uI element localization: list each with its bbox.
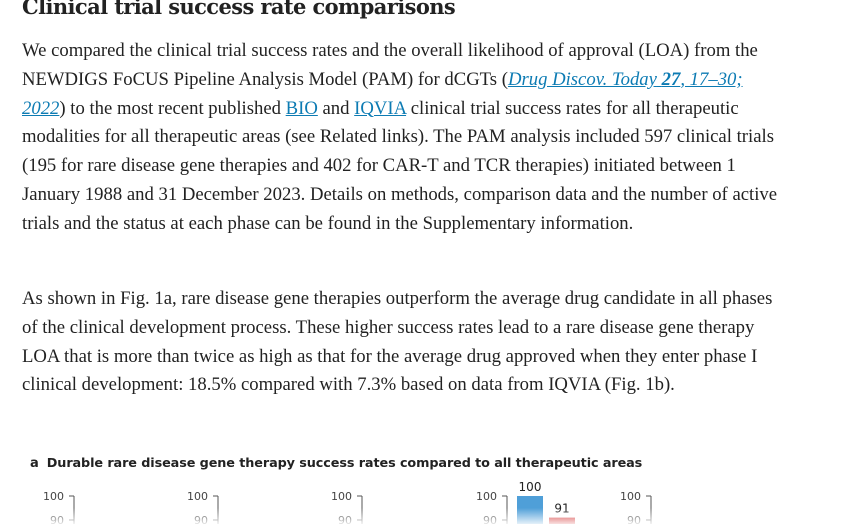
- paragraph-results: As shown in Fig. 1a, rare disease gene t…: [22, 288, 773, 396]
- paragraph-methods: We compared the clinical trial success r…: [22, 37, 782, 239]
- paragraph-text: and: [317, 97, 355, 119]
- y-tick-label: 100: [187, 490, 208, 503]
- y-tick-label: 100: [43, 490, 64, 503]
- reference-link-drug-discov-today[interactable]: Drug Discov. Today 27, 17–30; 2022: [22, 69, 743, 119]
- section-title: Clinical trial success rate comparisons: [22, 0, 456, 19]
- ref-pages-year: , 17–30; 2022: [22, 68, 743, 119]
- ref-journal: Drug Discov. Today: [507, 68, 657, 90]
- y-tick-label: 100: [331, 490, 352, 503]
- figure-panel-letter: a: [30, 456, 39, 471]
- link-iqvia[interactable]: IQVIA: [354, 97, 407, 119]
- y-tick-label: 100: [620, 490, 641, 503]
- ref-volume: 27: [661, 68, 681, 90]
- bottom-fade: [0, 508, 843, 524]
- figure-panel-title: Durable rare disease gene therapy succes…: [46, 456, 643, 471]
- figure-panel-heading: a Durable rare disease gene therapy succe…: [30, 456, 642, 471]
- bar-value-label: 100: [519, 480, 542, 494]
- link-bio[interactable]: BIO: [285, 97, 318, 119]
- paragraph-text: clinical trial success rates for all the…: [22, 97, 778, 234]
- y-tick-label: 100: [476, 490, 497, 503]
- paragraph-text: ) to the most recent published: [59, 97, 286, 119]
- paragraph-text: We compared the clinical trial success r…: [22, 40, 758, 90]
